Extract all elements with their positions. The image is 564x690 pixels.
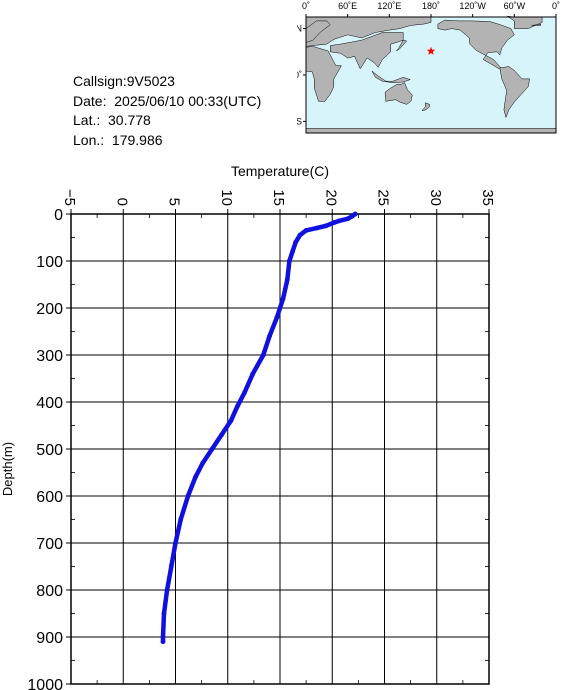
data-point (293, 239, 299, 245)
map-lon-label: 0˚ (552, 1, 560, 11)
longitude-text: Lon.: 179.986 (73, 131, 163, 148)
data-point (331, 220, 337, 225)
data-point (280, 296, 286, 301)
map-landmass (421, 102, 430, 111)
y-tick-label: 200 (36, 301, 63, 318)
map-lon-label: 60˚W (504, 1, 526, 11)
data-point (200, 460, 206, 466)
data-point (336, 218, 341, 224)
map-landmass (305, 46, 342, 102)
data-point (193, 474, 198, 480)
data-point (161, 611, 167, 616)
y-tick-label: 800 (36, 583, 63, 600)
map-landmass (396, 39, 408, 52)
x-tick-label: 20 (322, 189, 339, 206)
callsign-text: Callsign:9V5023 (73, 73, 175, 89)
map-lon-label: 120˚W (459, 1, 486, 11)
data-point (160, 634, 166, 640)
map-landmass (330, 32, 404, 70)
data-point (185, 493, 191, 499)
x-tick-label: 15 (270, 189, 287, 206)
data-point (234, 404, 240, 410)
data-point (323, 223, 329, 229)
data-point (209, 446, 215, 452)
map-landmass (499, 66, 530, 119)
x-tick-label: 0 (113, 198, 130, 206)
data-point (228, 418, 234, 424)
y-tick-label: 300 (36, 348, 63, 365)
data-point (303, 228, 309, 233)
data-point (274, 315, 280, 320)
x-tick-label: −5 (61, 189, 78, 206)
x-tick-label: 5 (166, 198, 183, 206)
map-lon-label: 0˚ (302, 1, 310, 11)
y-tick-label: 100 (36, 254, 63, 271)
map-landmass (437, 19, 515, 70)
map-landmass (371, 70, 411, 83)
data-point (260, 352, 266, 358)
float-info-panel: Callsign:9V5023 Date: 2025/06/10 00:33(U… (73, 72, 261, 150)
float-location-marker (426, 46, 436, 55)
map-lat-label: 0˚ (297, 70, 302, 80)
data-point (164, 587, 170, 593)
y-axis-label: Depth(m) (0, 442, 15, 496)
data-point (314, 225, 319, 231)
data-point (290, 249, 295, 255)
y-tick-label: 400 (36, 395, 63, 412)
x-tick-label: 35 (479, 189, 496, 206)
data-point (242, 390, 247, 395)
temperature-profile-line (160, 211, 358, 644)
data-point (267, 333, 272, 339)
data-point (349, 213, 355, 219)
x-tick-label: 25 (375, 189, 392, 206)
date-text: Date: 2025/06/10 00:33(UTC) (73, 92, 262, 109)
map-landmass (384, 82, 413, 105)
data-point (173, 540, 178, 546)
data-point (160, 639, 166, 645)
data-point (297, 232, 303, 238)
y-tick-label: 900 (36, 630, 63, 647)
map-landmass (305, 20, 331, 43)
data-point (168, 564, 174, 569)
x-axis-label: Temperature(C) (231, 163, 329, 179)
data-point (345, 216, 351, 222)
y-tick-label: 700 (36, 536, 63, 553)
x-tick-label: 30 (427, 189, 444, 206)
data-point (287, 258, 292, 264)
y-tick-label: 600 (36, 489, 63, 506)
map-lon-label: 180˚ (422, 1, 440, 11)
y-tick-label: 500 (36, 442, 63, 459)
data-point (219, 432, 224, 438)
y-tick-label: 0 (54, 207, 63, 224)
latitude-text: Lat.: 30.778 (73, 112, 151, 128)
data-point (284, 277, 290, 283)
map-lon-label: 120˚E (377, 1, 401, 11)
map-landmass (305, 16, 432, 47)
map-landmass (531, 23, 541, 26)
map-lon-label: 60˚E (338, 1, 357, 11)
data-point (178, 517, 184, 522)
data-point (250, 371, 256, 377)
y-tick-label: 1000 (27, 677, 63, 690)
x-tick-label: 10 (218, 189, 235, 206)
